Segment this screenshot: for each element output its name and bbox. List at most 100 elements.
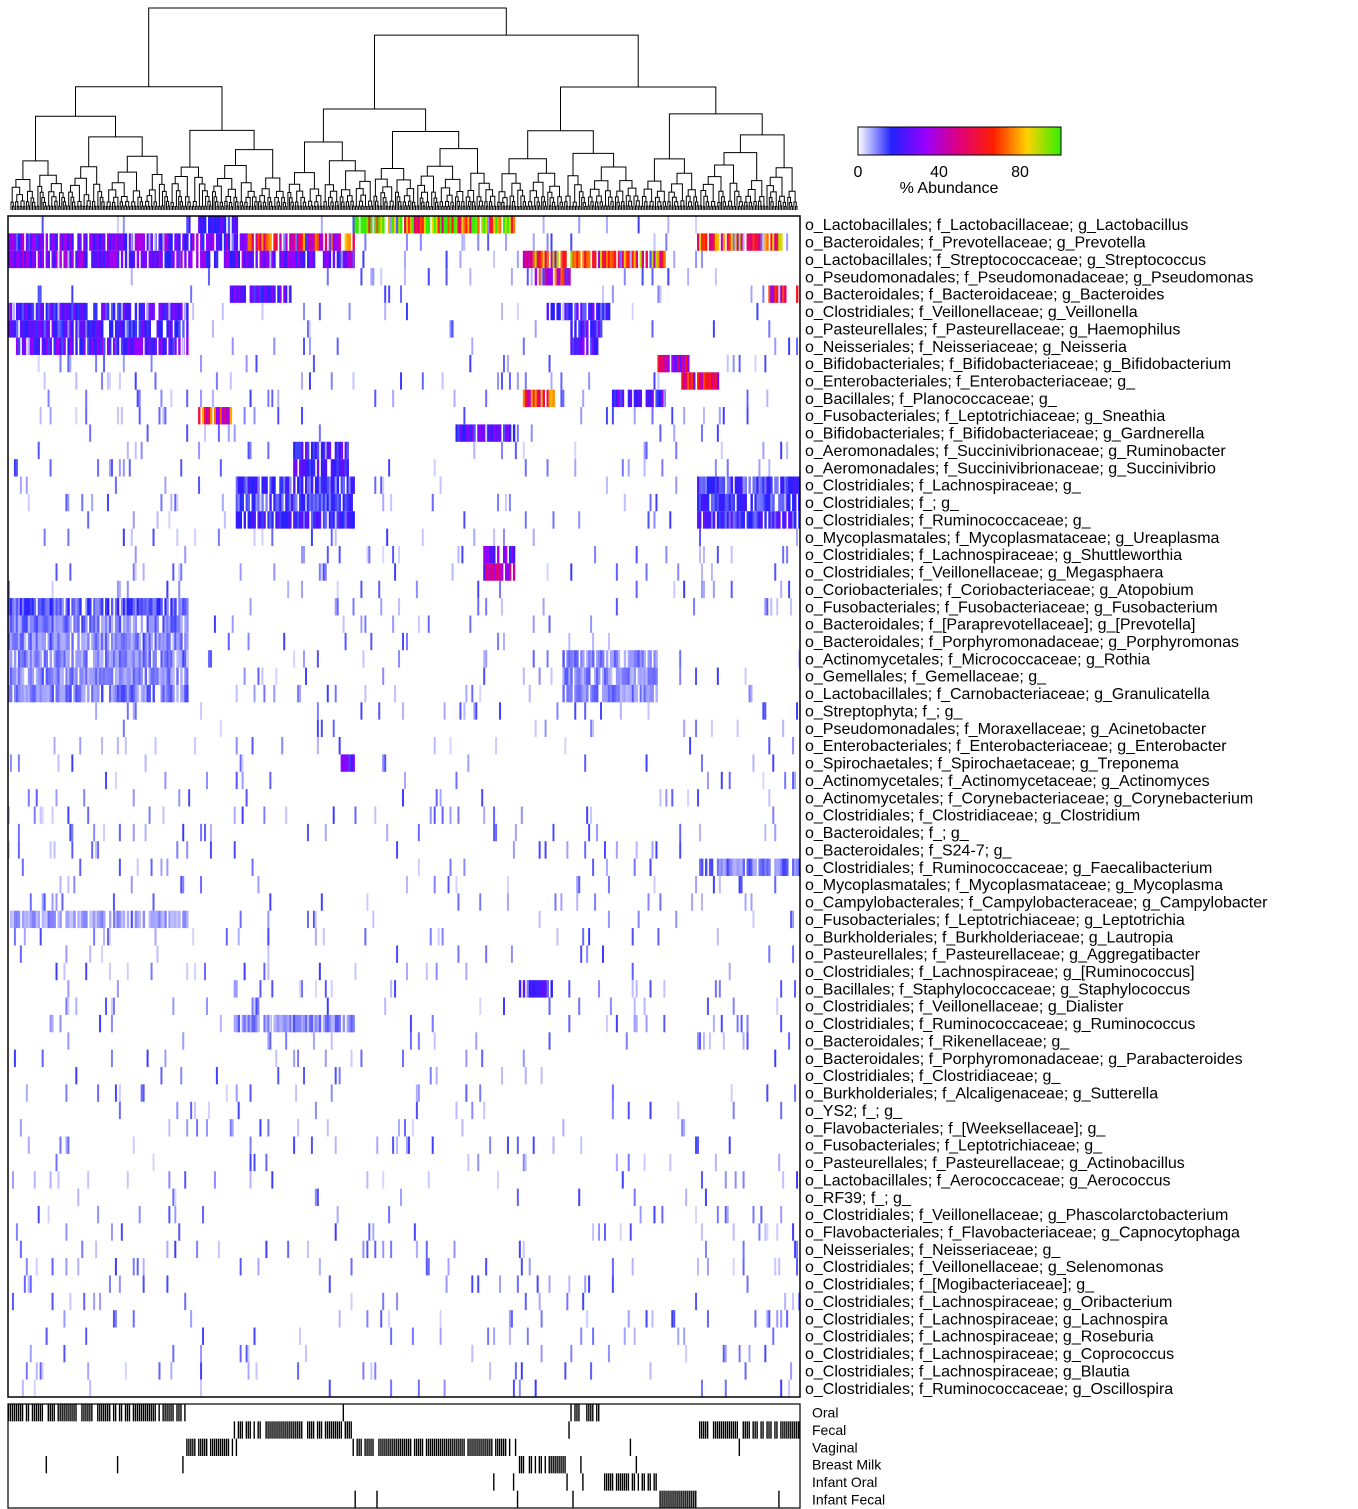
heatmap-cell bbox=[105, 667, 108, 685]
heatmap-cell bbox=[164, 650, 167, 668]
heatmap-cell bbox=[57, 650, 60, 668]
heatmap-cell bbox=[318, 233, 322, 251]
heatmap-cell bbox=[124, 650, 128, 668]
dendrogram-branch bbox=[22, 160, 49, 180]
heatmap-cell bbox=[110, 320, 114, 338]
row-label: o_Flavobacteriales; f_[Weeksellaceae]; g… bbox=[805, 1120, 1106, 1137]
heatmap-cell bbox=[152, 684, 155, 703]
heatmap-cell bbox=[182, 823, 185, 842]
heatmap-cell bbox=[334, 684, 337, 703]
heatmap-cell bbox=[560, 389, 563, 408]
heatmap-cell bbox=[112, 650, 116, 668]
heatmap-cell bbox=[750, 285, 753, 303]
heatmap-cell bbox=[202, 1327, 205, 1345]
heatmap-cell bbox=[742, 1032, 745, 1050]
heatmap-cell bbox=[318, 476, 322, 494]
heatmap-cell bbox=[303, 1014, 306, 1033]
heatmap-cell bbox=[479, 997, 482, 1015]
heatmap-cell bbox=[330, 511, 334, 529]
heatmap-cell bbox=[99, 337, 102, 355]
heatmap-cell bbox=[49, 632, 52, 651]
heatmap-cell bbox=[31, 667, 35, 685]
heatmap-cell bbox=[184, 545, 187, 564]
heatmap-cell bbox=[702, 493, 706, 512]
heatmap-cell bbox=[101, 598, 104, 616]
annotation-tick bbox=[148, 1404, 150, 1422]
heatmap-cell bbox=[8, 233, 11, 251]
heatmap-cell bbox=[29, 650, 33, 668]
heatmap-cell bbox=[352, 754, 355, 772]
row-label: o_Burkholderiales; f_Burkholderiaceae; g… bbox=[805, 929, 1173, 946]
heatmap-cell bbox=[445, 1275, 448, 1293]
heatmap-cell bbox=[415, 216, 419, 234]
annotation-tick bbox=[605, 1473, 608, 1491]
heatmap-cell bbox=[116, 407, 119, 425]
heatmap-cell bbox=[91, 320, 94, 338]
heatmap-cell bbox=[532, 233, 535, 251]
heatmap-cell bbox=[336, 598, 339, 616]
annotation-tick bbox=[550, 1456, 552, 1474]
dendrogram-branch bbox=[635, 200, 640, 207]
heatmap-cell bbox=[459, 424, 462, 442]
heatmap-cell bbox=[93, 320, 96, 338]
dendrogram-branch bbox=[659, 205, 663, 210]
dendrogram-branch bbox=[27, 190, 33, 202]
heatmap-cell bbox=[122, 598, 126, 616]
heatmap-cell bbox=[580, 320, 583, 338]
heatmap-cell bbox=[134, 684, 138, 703]
heatmap-cell bbox=[306, 910, 309, 929]
heatmap-cell bbox=[493, 528, 496, 546]
heatmap-cell bbox=[253, 997, 256, 1015]
annotation-tick bbox=[528, 1456, 531, 1474]
heatmap-cell bbox=[417, 823, 420, 842]
annotation-tick bbox=[279, 1421, 281, 1439]
heatmap-cell bbox=[744, 893, 747, 911]
heatmap-cell bbox=[455, 875, 458, 894]
heatmap-cell bbox=[253, 1153, 256, 1172]
annotation-tick bbox=[712, 1421, 715, 1439]
heatmap-cell bbox=[394, 563, 397, 581]
heatmap-cell bbox=[667, 268, 670, 286]
heatmap-cell bbox=[493, 563, 496, 581]
annotation-tick bbox=[540, 1456, 543, 1474]
dendrogram-branch bbox=[730, 205, 733, 210]
heatmap-cell bbox=[508, 1310, 511, 1328]
heatmap-cell bbox=[588, 372, 591, 390]
heatmap-cell bbox=[243, 476, 246, 494]
row-label: o_Enterobacteriales; f_Enterobacteriacea… bbox=[805, 738, 1227, 755]
heatmap-cell bbox=[267, 1032, 270, 1050]
heatmap-cell bbox=[596, 684, 599, 703]
dendrogram-branch bbox=[527, 130, 594, 159]
heatmap-cell bbox=[176, 841, 179, 859]
heatmap-cell bbox=[235, 1084, 238, 1102]
heatmap-cell bbox=[540, 268, 543, 286]
heatmap-cell bbox=[762, 493, 765, 512]
heatmap-cell bbox=[168, 250, 171, 269]
heatmap-cell bbox=[132, 1258, 135, 1276]
heatmap-cell bbox=[348, 476, 351, 494]
heatmap-cell bbox=[780, 285, 783, 303]
heatmap-cell bbox=[485, 598, 488, 616]
heatmap-cell bbox=[114, 1258, 117, 1276]
heatmap-cell bbox=[124, 250, 128, 269]
dendrogram-branch bbox=[376, 205, 380, 210]
heatmap-cell bbox=[271, 389, 274, 408]
heatmap-cell bbox=[704, 493, 708, 512]
heatmap-cell bbox=[21, 337, 25, 355]
heatmap-cell bbox=[273, 233, 276, 251]
heatmap-cell bbox=[172, 684, 175, 703]
heatmap-cell bbox=[73, 667, 76, 685]
heatmap-cell bbox=[103, 615, 106, 633]
heatmap-cell bbox=[160, 320, 163, 338]
heatmap-cell bbox=[255, 493, 258, 512]
heatmap-cell bbox=[47, 684, 50, 703]
dendrogram-branch bbox=[358, 205, 361, 210]
heatmap-cell bbox=[8, 320, 11, 338]
heatmap-cell bbox=[370, 216, 373, 234]
heatmap-cell bbox=[283, 511, 286, 529]
heatmap-cell bbox=[631, 1258, 634, 1276]
heatmap-cell bbox=[15, 598, 18, 616]
heatmap-cell bbox=[477, 424, 480, 442]
dendrogram-branch bbox=[304, 205, 307, 210]
heatmap-cell bbox=[67, 997, 70, 1015]
